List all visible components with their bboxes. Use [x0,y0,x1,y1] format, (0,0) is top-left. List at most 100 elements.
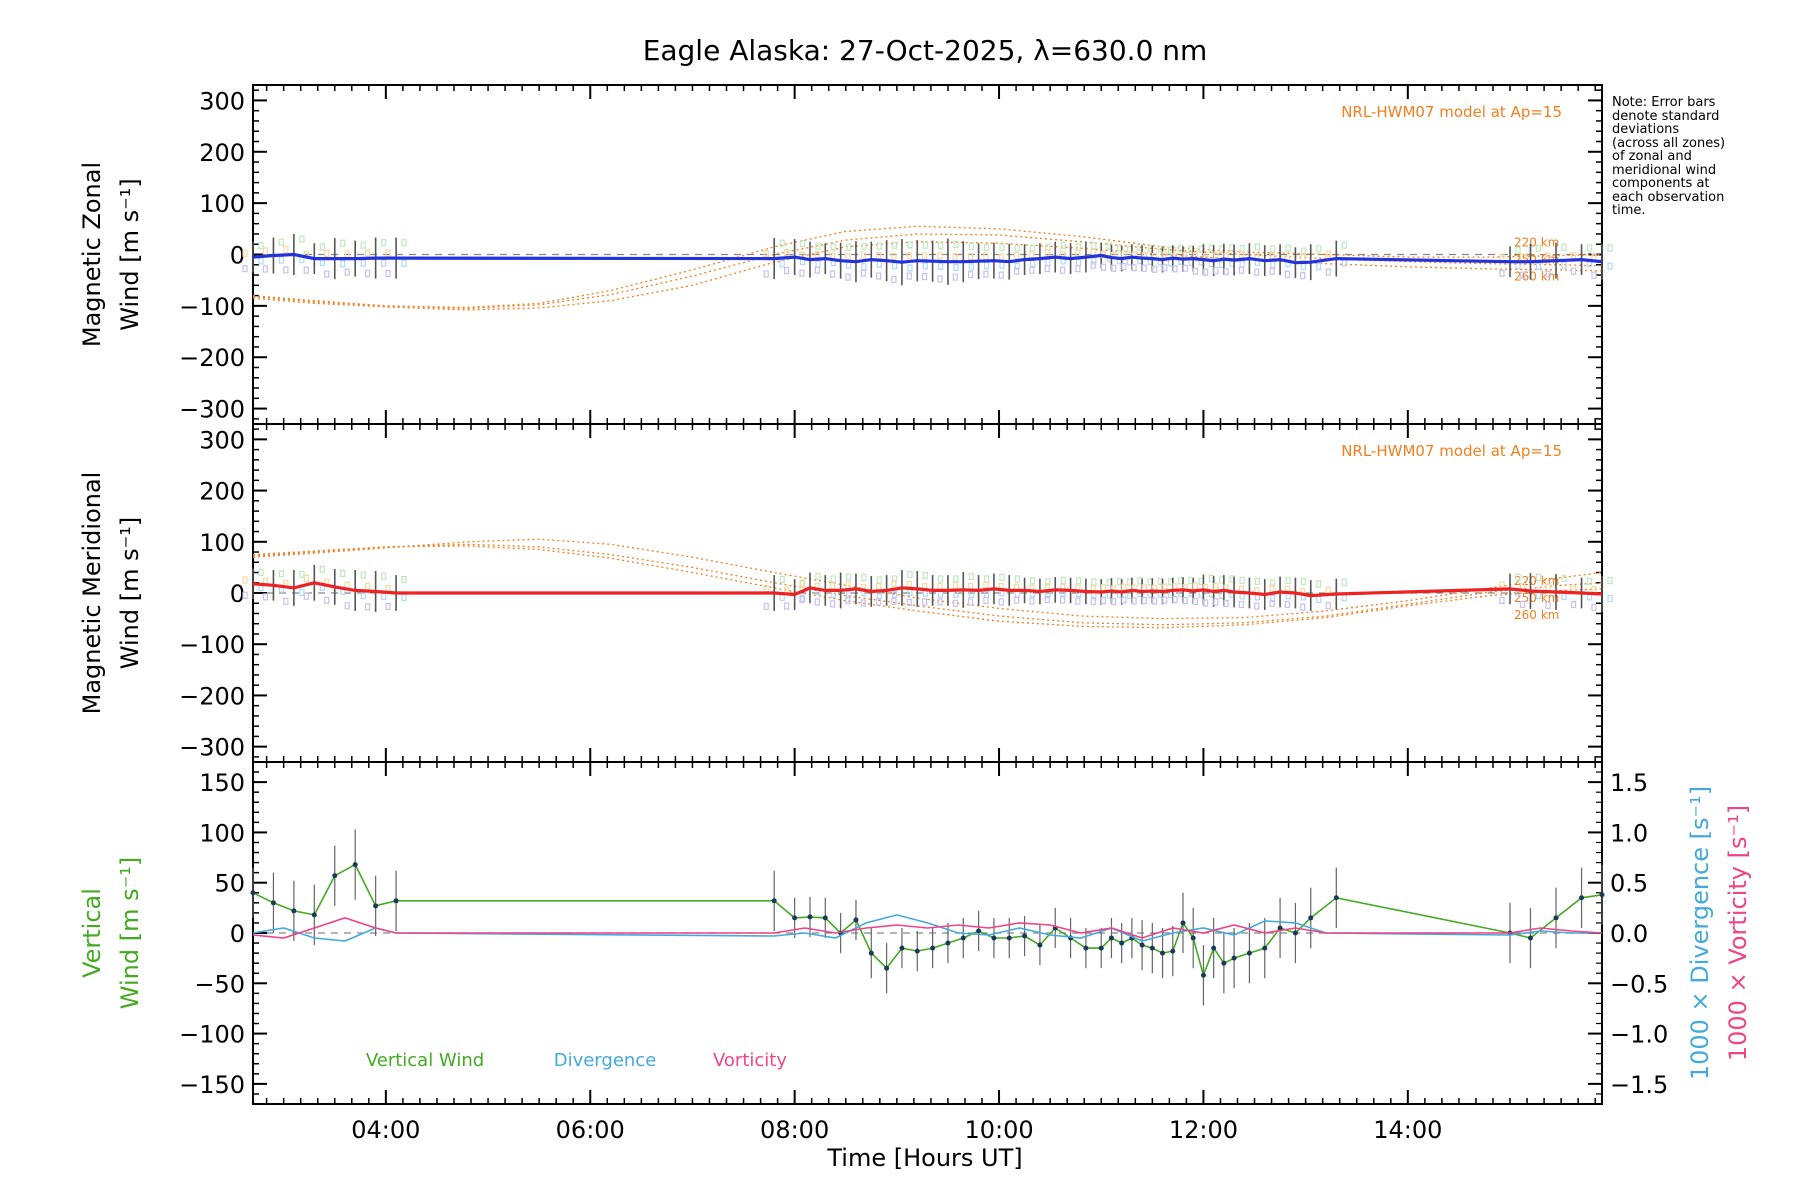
data-point [960,935,966,941]
y-tick-label: −50 [194,970,245,998]
zone-marker [800,239,806,248]
zone-marker [1561,592,1567,601]
panel-meridional: 300 200 100 0 −100 −200 −300 Magnetic Meridiona… [78,423,1613,763]
zone-marker [799,269,805,277]
zone-marker [845,581,851,589]
zone-marker [1162,264,1168,272]
zone-marker [262,265,269,273]
zone-marker [1499,269,1505,277]
zone-marker [1106,591,1112,599]
y-tick-label: 200 [199,478,245,506]
zone-marker [283,245,289,253]
zone-marker [891,597,897,605]
zone-marker [1499,596,1505,605]
zone-marker [876,242,882,250]
data-point [945,940,951,946]
zone-marker [922,241,928,249]
zone-marker [1239,576,1245,585]
zone-marker [1203,599,1209,607]
zone-marker [907,264,913,272]
x-tick-label: 04:00 [351,1116,420,1144]
zone-marker [968,263,974,271]
zone-marker [922,571,928,580]
series-line-zonal [252,252,1603,265]
zone-marker [381,259,387,267]
zone-marker [1607,244,1613,252]
right-tick-label: −1.5 [1610,1071,1668,1099]
zone-marker [846,261,852,269]
data-point [1221,960,1227,966]
zone-marker [1561,574,1567,583]
zone-marker [283,266,289,274]
model-altitude-label: 260 km [1514,270,1559,284]
zone-marker [1121,596,1127,604]
zone-marker [340,239,346,247]
data-point [1333,895,1339,901]
data-point [1160,950,1166,956]
zone-marker [983,575,990,583]
zone-marker [1100,584,1107,592]
zone-marker [401,593,407,602]
y-tick-label: 100 [199,819,245,847]
panels: 300 200 100 0 −100 −200 −300 Magnetic Zonal Wind… [78,84,1752,1144]
zone-marker [1499,581,1505,589]
zone-marker [799,595,805,604]
zone-marker [968,572,974,581]
zone-marker [784,248,790,257]
zone-marker [344,602,350,610]
zone-marker [1111,597,1117,606]
series-line-vorticity [252,917,1603,939]
zone-marker [344,268,350,276]
zone-marker [763,602,769,611]
zone-marker [1570,600,1577,609]
zone-marker [360,591,366,600]
x-tick-label: 06:00 [556,1116,625,1144]
panel-vertical: 150 100 50 0 −50 −100 −150 Vertical Wind [m s⁻¹]… [78,761,1752,1144]
zone-marker [815,572,821,580]
zone-marker [860,251,866,259]
zone-marker [1090,597,1096,606]
zone-marker [892,575,898,583]
zone-marker [1213,251,1219,259]
zone-marker [1029,259,1036,268]
right-axis-label-vorticity: 1000 × Vorticity [s⁻¹] [1724,805,1752,1061]
zone-marker [1515,246,1521,254]
data-point [1083,945,1089,951]
data-point [868,950,874,956]
zone-marker [1570,267,1577,275]
zone-marker [938,262,944,270]
data-point [291,908,297,914]
zone-marker [1182,596,1188,605]
right-tick-label: −0.5 [1610,970,1668,998]
zone-marker [1238,600,1245,609]
data-point [332,873,338,879]
zone-marker [1091,241,1097,250]
zone-marker [846,243,852,251]
zone-marker [1045,578,1051,586]
zone-marker [1223,599,1229,608]
zone-marker [1316,263,1322,271]
zone-marker [983,270,989,278]
zone-marker [1044,249,1050,257]
right-tick-label: 0.5 [1610,870,1648,898]
zone-marker [1198,245,1204,253]
panel-zonal: 300 200 100 0 −100 −200 −300 Magnetic Zonal Wind… [78,84,1613,425]
zone-marker [784,602,790,610]
zone-marker [365,582,371,590]
zone-marker [763,249,769,258]
zone-marker [815,260,821,268]
zone-marker [1325,268,1331,276]
zone-marker [1300,577,1307,586]
data-point [1262,945,1268,951]
data-point [1180,920,1186,926]
zone-marker [922,598,928,606]
zone-marker [385,602,391,611]
zone-marker [906,272,912,280]
zone-marker [1141,596,1147,605]
zone-marker [1014,590,1020,598]
zone-marker [1239,244,1245,253]
y-tick-label: −150 [179,1071,245,1099]
zone-marker [892,590,898,598]
zone-marker [998,598,1004,606]
zone-marker [1121,250,1127,258]
